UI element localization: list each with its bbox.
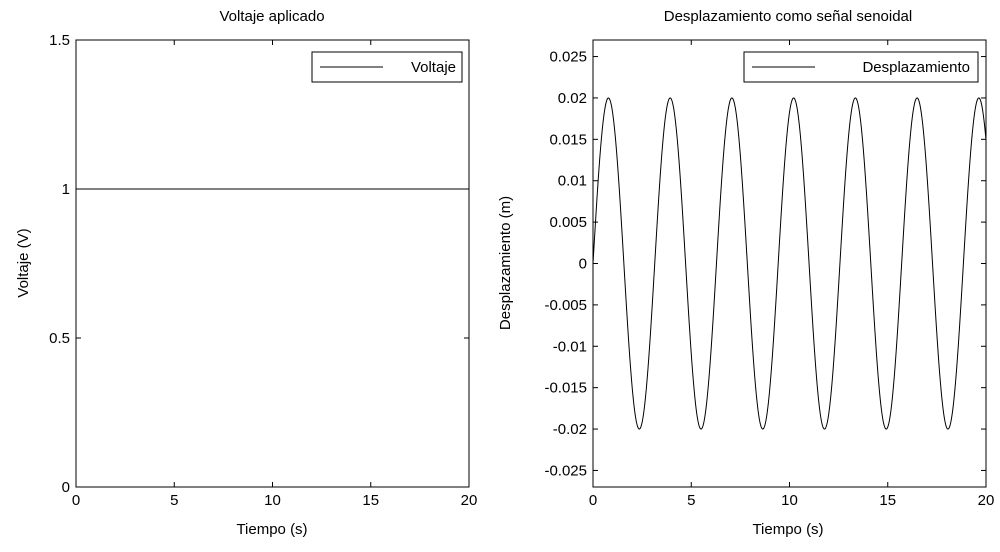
plot-area	[75, 39, 470, 488]
y-tick-label: 0.02	[558, 90, 587, 107]
y-tick-label: -0.02	[553, 421, 587, 438]
x-tick-label: 5	[170, 492, 178, 509]
y-tick-label: 1	[62, 181, 70, 198]
x-tick-label: 20	[978, 492, 995, 509]
chart-title: Desplazamiento como señal senoidal	[664, 8, 912, 25]
chart-title: Voltaje aplicado	[219, 8, 324, 25]
y-tick-label: -0.015	[544, 380, 587, 397]
x-axis-label: Tiempo (s)	[236, 521, 307, 538]
series-group	[592, 97, 987, 430]
legend-label-voltaje: Voltaje	[411, 59, 456, 76]
y-tick-label: -0.025	[544, 462, 587, 479]
y-tick-label: 0.015	[549, 131, 587, 148]
x-tick-label: 5	[687, 492, 695, 509]
y-tick-label: 0	[579, 256, 587, 273]
x-tick-label: 0	[72, 492, 80, 509]
y-tick-label: 0.025	[549, 49, 587, 66]
y-tick-label: 1.5	[49, 32, 70, 49]
series-line-desplazamiento	[592, 97, 987, 430]
y-axis-label: Voltaje (V)	[15, 228, 32, 297]
x-tick-label: 10	[781, 492, 798, 509]
y-tick-label: 0.005	[549, 214, 587, 231]
plot-area	[592, 39, 987, 488]
legend: Desplazamiento	[743, 51, 979, 83]
tick-group: 0 5 10 15 20 -0.025 -0.02 -0.015 -0.01 -0.005 0 0.0…	[544, 40, 994, 509]
legend-label-desplazamiento: Desplazamiento	[862, 59, 970, 76]
y-axis-label: Desplazamiento (m)	[497, 196, 514, 330]
voltage-chart: Voltaje aplicado 0 5 10 15 20 0 0.5 1 1.5 Tiempo…	[15, 8, 477, 538]
x-axis-label: Tiempo (s)	[752, 521, 823, 538]
x-tick-label: 15	[879, 492, 896, 509]
x-tick-label: 20	[461, 492, 478, 509]
x-tick-label: 10	[264, 492, 281, 509]
y-tick-label: 0	[62, 479, 70, 496]
x-tick-label: 15	[362, 492, 379, 509]
legend: Voltaje	[311, 51, 463, 83]
y-tick-label: 0.5	[49, 330, 70, 347]
y-tick-label: 0.01	[558, 173, 587, 190]
y-tick-label: -0.005	[544, 297, 587, 314]
x-tick-label: 0	[589, 492, 597, 509]
y-tick-label: -0.01	[553, 338, 587, 355]
displacement-chart: Desplazamiento como señal senoidal 0 5 10 1…	[497, 8, 994, 538]
